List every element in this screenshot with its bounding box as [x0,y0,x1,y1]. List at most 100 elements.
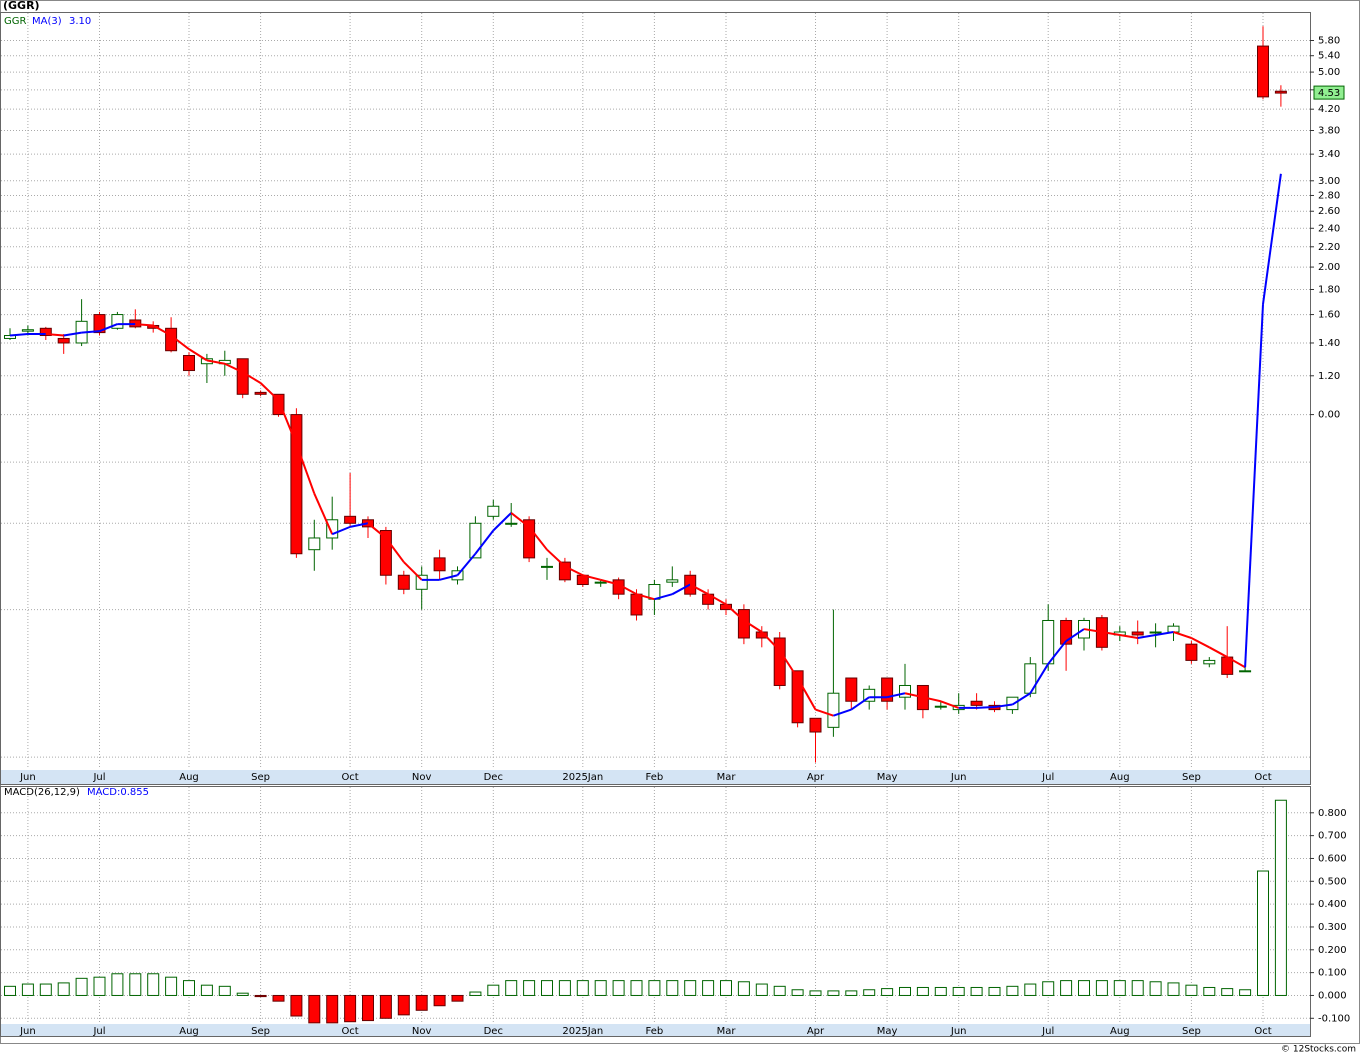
x-tick-label: Aug [1110,1026,1130,1037]
macd-bar [791,989,804,996]
macd-bar [1221,988,1234,996]
ma-line [1226,656,1246,669]
macd-bar [1113,980,1126,996]
y-tick-label: 4.20 [1318,104,1340,115]
candle-body [505,522,518,525]
y-tick-label: 0.500 [1318,876,1347,887]
ma-line [1155,631,1174,636]
candle-body [1274,90,1287,94]
macd-bar [916,986,929,996]
ma-line [743,619,763,633]
candle-body [541,565,553,568]
macd-bar [1149,981,1162,996]
x-tick-label: Aug [1110,772,1130,783]
ma-line [170,334,190,350]
y-tick-label: 0.200 [1318,945,1347,956]
candle-body [290,414,303,555]
x-tick-label: May [877,772,898,783]
ma-line [313,493,334,535]
macd-bar [21,983,34,996]
macd-bar [75,977,88,996]
x-tick-label: Feb [646,772,664,783]
y-tick-label: 0.100 [1318,968,1347,979]
x-tick-label: Dec [484,1026,503,1037]
x-tick-label: Apr [807,1026,825,1037]
macd-bar [415,994,428,1011]
candle-body [1131,631,1144,636]
x-tick-label: Sep [1182,1026,1201,1037]
macd-bar [648,980,661,996]
macd-bar [39,983,52,996]
ma-line [815,708,834,717]
macd-bar [1167,982,1180,996]
macd-bar [934,986,947,996]
macd-bar [630,980,643,996]
x-tick-label: Apr [807,772,825,783]
candle-body [773,637,786,686]
candle-body [827,692,840,728]
ma-line [833,708,852,717]
candle-body [57,337,70,344]
ma-line [1137,633,1156,639]
macd-bar [165,976,178,996]
candle-body [1060,619,1073,645]
y-tick-label: 2.20 [1318,242,1340,253]
ma-line [474,529,495,555]
candle-body [326,519,339,539]
ma-line [796,677,817,711]
macd-bar [523,980,536,996]
candle-body [809,717,822,733]
candle-body [666,579,679,583]
ma-line [295,443,316,494]
macd-bar [308,994,321,1024]
candle-body [648,584,661,600]
x-tick-label: Jul [92,1026,105,1037]
x-tick-label: Dec [484,772,503,783]
footer: © 12Stocks.com [1281,1045,1356,1055]
candle-body [863,688,876,702]
y-tick-label: 5.00 [1318,67,1340,78]
x-tick-label: Jun [19,1026,36,1037]
macd-bar [505,980,518,996]
x-tick-label: Sep [251,1026,270,1037]
macd-bar [1078,980,1090,996]
ma-line [188,348,208,362]
ma-line [349,522,369,528]
x-tick-label: Oct [341,1026,358,1037]
x-tick-label: Nov [412,772,432,783]
x-tick-label: Aug [179,772,199,783]
macd-bar [612,980,625,996]
month-strip [1,1024,1310,1036]
candle-body [397,574,410,590]
macd-bar [1095,980,1108,996]
candle-body [379,530,392,576]
macd-bar [881,988,894,996]
candle-body [236,358,249,395]
macd-bar [379,994,392,1019]
ma-line [456,553,477,576]
ma-line [564,565,584,577]
candle-body [344,515,357,524]
chart-title: (GGR) [3,0,40,12]
candle-body [254,391,267,395]
macd-bar [129,973,142,996]
x-tick-label: 2025Jan [562,1026,603,1037]
ma-line [904,692,924,699]
ma-line [994,703,1013,709]
y-tick-label: 5.40 [1318,51,1340,62]
macd-bar [469,991,482,996]
y-tick-label: 1.60 [1318,310,1340,321]
x-tick-label: Mar [717,1026,737,1037]
ma-line [671,583,691,596]
macd-bar [970,986,983,996]
ma-line [1047,640,1067,665]
candle-body [21,329,34,332]
legend-ma-value: 3.10 [69,16,91,27]
candle-body [899,684,911,698]
y-tick-label: 0.300 [1318,922,1347,933]
ma-line [582,574,601,581]
macd-bar [773,985,786,996]
macd-bar [200,984,213,996]
y-tick-label: 0.800 [1318,808,1347,819]
macd-bar [684,980,697,996]
